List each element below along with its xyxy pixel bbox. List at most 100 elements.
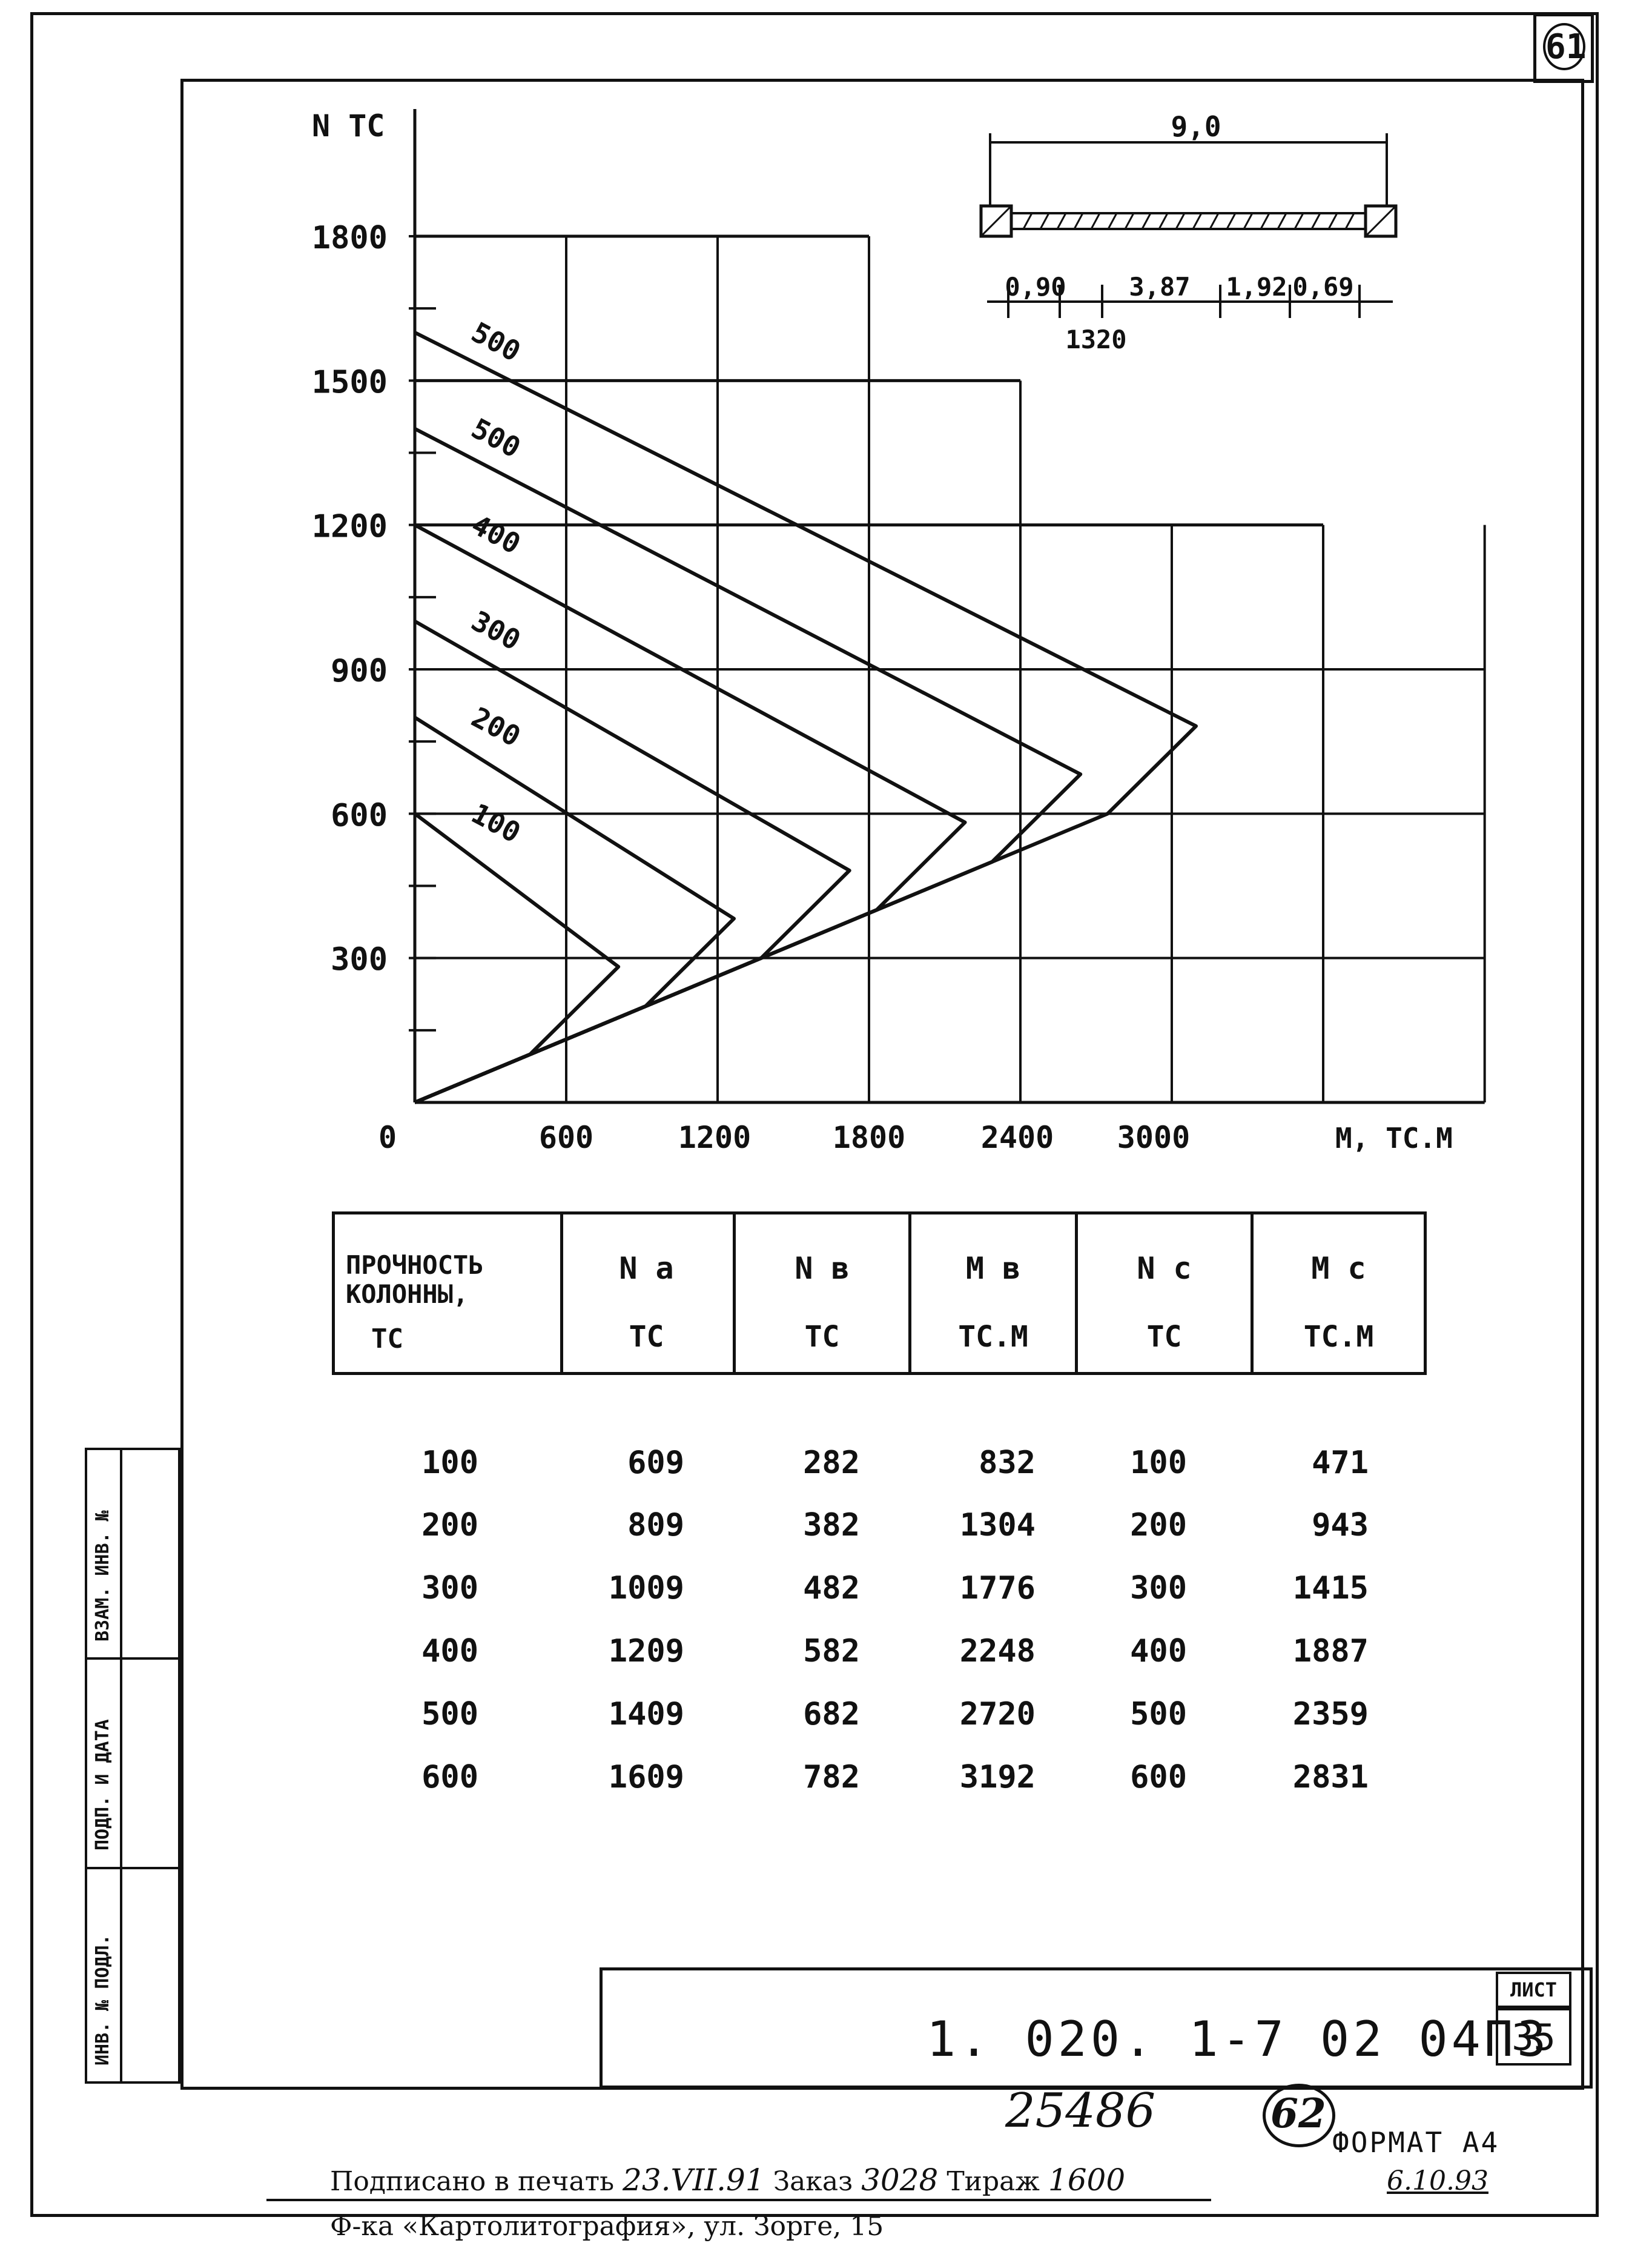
table-cell-r0-c5: 471: [1312, 1445, 1369, 1481]
inset-beam-hatch: [1327, 213, 1338, 230]
page-circle-number: 62: [1270, 2090, 1326, 2137]
side-label-sign: ПОДП. И ДАТА: [92, 1719, 113, 1850]
table-cell-r2-c3: 1776: [959, 1570, 1036, 1606]
inset-beam-hatch: [1124, 213, 1135, 230]
table-cell-r2-c4: 300: [1130, 1570, 1187, 1606]
table-cell-r1-c3: 1304: [959, 1507, 1036, 1543]
y-tick-label-1500: 1500: [312, 364, 388, 400]
inset-beam-hatch: [1209, 213, 1220, 230]
table-cell-r5-c1: 1609: [608, 1759, 684, 1795]
inset-hatch: [1364, 205, 1397, 237]
series-label-500-5: 500: [466, 316, 526, 368]
table-header: ПРОЧНОСТЬ КОЛОННЫ, ТС N a ТС N в ТС М в …: [332, 1211, 1427, 1375]
header-mc-name: М с: [1311, 1251, 1366, 1286]
inset-beam-hatch: [1175, 213, 1186, 230]
header-mb-unit: ТС.М: [958, 1320, 1028, 1354]
header-nc: N с ТС: [1078, 1211, 1254, 1375]
footer-order-label: Заказ: [773, 2166, 853, 2197]
inset-beam-hatch: [1344, 213, 1355, 230]
series-label-100-0: 100: [466, 797, 526, 849]
format-label: ФОРМАТ А4: [1332, 2126, 1500, 2159]
header-nb-name: N в: [795, 1251, 850, 1286]
list-number: 35: [1496, 2008, 1571, 2066]
x-tick-label-3000: 3000: [1117, 1120, 1190, 1155]
inset-beam-hatch: [1073, 213, 1084, 230]
table-cell-r0-c2: 282: [803, 1445, 860, 1481]
table-cell-r5-c5: 2831: [1292, 1759, 1369, 1795]
table-cell-r3-c1: 1209: [608, 1633, 684, 1669]
table-cell-r5-c3: 3192: [959, 1759, 1036, 1795]
table-cell-r3-c3: 2248: [959, 1633, 1036, 1669]
table-cell-r1-c0: 200: [421, 1507, 478, 1543]
page-circle: [1263, 2084, 1335, 2147]
side-cell-inv: [85, 1867, 122, 2084]
inset-hatch: [980, 205, 1013, 237]
y-tick-label-600: 600: [331, 797, 388, 833]
table-cell-r4-c5: 2359: [1292, 1696, 1369, 1732]
table-cell-r1-c5: 943: [1312, 1507, 1369, 1543]
header-strength-unit: ТС: [371, 1324, 403, 1354]
inset-dim-1: 3,87: [1129, 272, 1190, 302]
table-cell-r2-c5: 1415: [1292, 1570, 1369, 1606]
x-tick-label-1200: 1200: [678, 1120, 751, 1155]
table-cell-r1-c2: 382: [803, 1507, 860, 1543]
footer-signed-date: 23.VII.91: [623, 2162, 765, 2198]
series-label-500-4: 500: [466, 412, 526, 465]
x-axis-label: М, ТС.М: [1335, 1122, 1453, 1155]
table-cell-r3-c0: 400: [421, 1633, 478, 1669]
inset-beam-hatch: [1243, 213, 1254, 230]
inset-beam: [1010, 212, 1367, 230]
side-column-right: [120, 1448, 180, 2084]
header-strength: ПРОЧНОСТЬ КОЛОННЫ, ТС: [332, 1211, 563, 1375]
table-cell-r3-c2: 582: [803, 1633, 860, 1669]
inset-beam-hatch: [1277, 213, 1287, 230]
y-tick-label-1800: 1800: [312, 220, 388, 256]
header-na-name: N a: [619, 1251, 674, 1286]
y-tick-label-1200: 1200: [312, 509, 388, 545]
header-strength-name: ПРОЧНОСТЬ КОЛОННЫ,: [346, 1250, 484, 1309]
series-label-200-1: 200: [466, 700, 526, 753]
x-tick-label-600: 600: [539, 1120, 593, 1155]
side-approval-strip: ВЗАМ. ИНВ. № ПОДП. И ДАТА ИНВ. № ПОДЛ.: [85, 1448, 180, 2084]
inset-beam-hatch: [1090, 213, 1101, 230]
footer-signed-label: Подписано в печать: [330, 2166, 615, 2197]
inset-dim-2: 1,92: [1226, 272, 1287, 302]
table-cell-r3-c4: 400: [1130, 1633, 1187, 1669]
series-label-300-2: 300: [466, 605, 526, 657]
header-na-unit: ТС: [629, 1320, 664, 1354]
table-cell-r5-c0: 600: [421, 1759, 478, 1795]
header-nb: N в ТС: [736, 1211, 911, 1375]
table-cell-r4-c3: 2720: [959, 1696, 1036, 1732]
outer-frame: [30, 12, 1599, 2217]
side-divider-1: [120, 1657, 180, 1660]
header-mb: М в ТС.М: [911, 1211, 1078, 1375]
table-cell-r1-c4: 200: [1130, 1507, 1187, 1543]
footer-line-1: Подписано в печать 23.VII.91 Заказ 3028 …: [330, 2162, 1125, 2198]
date-note: 6.10.93: [1387, 2165, 1488, 2196]
inset-beam-hatch: [1192, 213, 1203, 230]
footer-run-label: Тираж: [947, 2166, 1040, 2197]
y-axis-label: N ТС: [312, 108, 385, 144]
footer-order-number: 3028: [861, 2162, 939, 2198]
list-label: ЛИСТ: [1496, 1972, 1571, 2008]
inset-beam-hatch: [1158, 213, 1169, 230]
table-cell-r4-c2: 682: [803, 1696, 860, 1732]
origin-label: 0: [378, 1120, 397, 1155]
inset-span-label: 9,0: [1171, 110, 1221, 143]
side-label-replace: ВЗАМ. ИНВ. №: [92, 1510, 113, 1642]
table-cell-r2-c0: 300: [421, 1570, 478, 1606]
table-cell-r0-c4: 100: [1130, 1445, 1187, 1481]
inset-beam-hatch: [1022, 213, 1033, 230]
document-code: 1. 020. 1-7 02 04П3: [927, 2011, 1550, 2067]
inset-beam-hatch: [1107, 213, 1118, 230]
header-mc: М с ТС.М: [1254, 1211, 1427, 1375]
table-cell-r3-c5: 1887: [1292, 1633, 1369, 1669]
header-nb-unit: ТС: [804, 1320, 840, 1354]
inset-beam-hatch: [1226, 213, 1237, 230]
table-cell-r1-c1: 809: [627, 1507, 684, 1543]
table-cell-r4-c4: 500: [1130, 1696, 1187, 1732]
table-cell-r2-c1: 1009: [608, 1570, 684, 1606]
table-cell-r4-c0: 500: [421, 1696, 478, 1732]
header-nc-unit: ТС: [1146, 1320, 1182, 1354]
